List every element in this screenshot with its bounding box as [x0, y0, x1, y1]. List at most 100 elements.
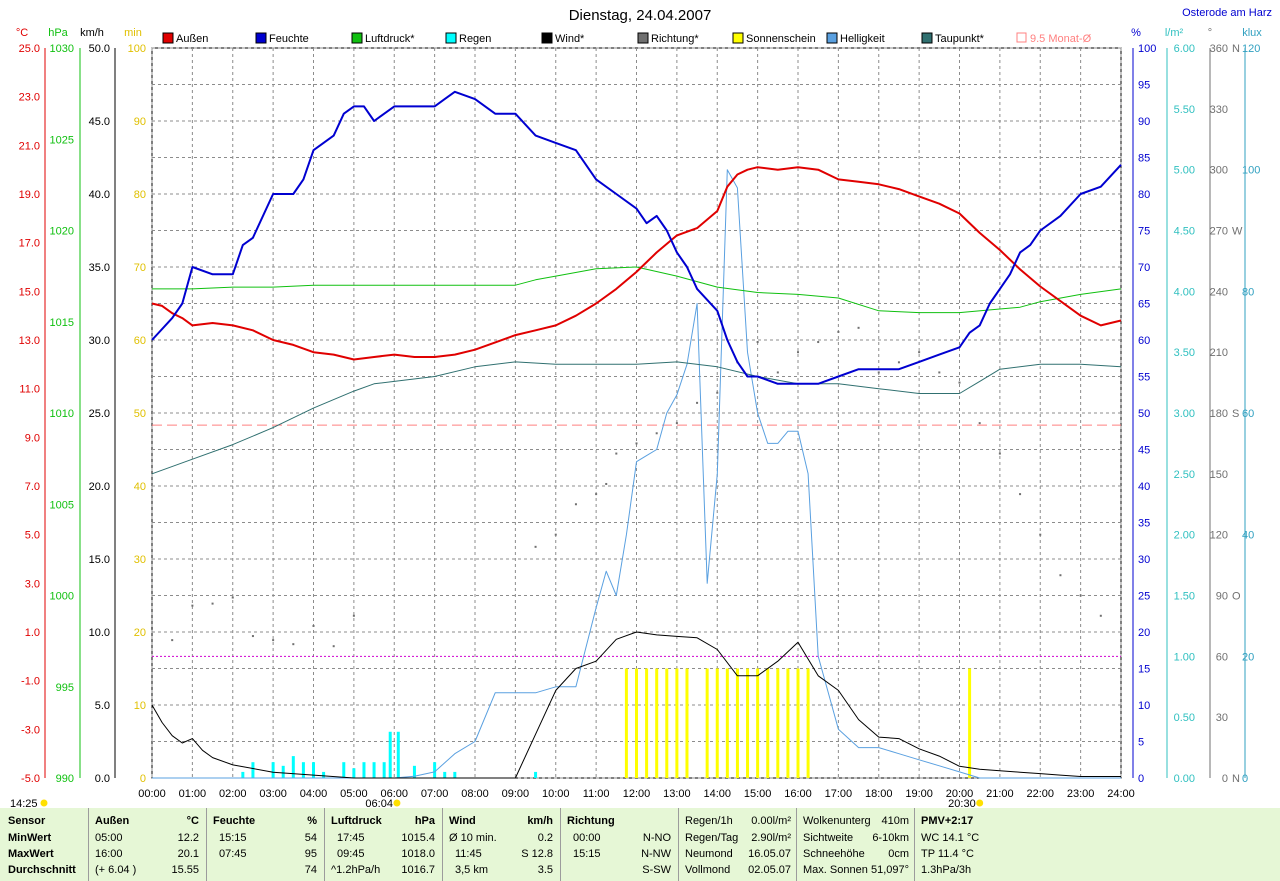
legend-item: Luftdruck*	[351, 32, 415, 45]
legend-item: Helligkeit	[826, 32, 885, 45]
footer-luftdruck-avg-value: 1016.7	[401, 864, 435, 876]
y-tick-min: 70	[134, 262, 146, 274]
y-tick-kmh: 15.0	[89, 554, 110, 566]
direction-point	[938, 371, 941, 374]
footer-wind-unit: km/h	[527, 815, 553, 827]
footer-maxsonnen-value: 51,097°	[870, 864, 909, 876]
footer-col-luftdruck: Luftdruck hPa 17:45 1015.4 09:45 1018.0 …	[324, 808, 443, 881]
y-tick-klux: 20	[1242, 651, 1254, 663]
y-tick-compass: O	[1232, 591, 1241, 603]
y-tick-pct: 70	[1138, 262, 1150, 274]
footer-schneehoehe-value: 0cm	[888, 848, 909, 860]
direction-point	[1019, 493, 1022, 496]
y-tick-hpa: 995	[56, 682, 74, 694]
y-tick-kmh: 0.0	[95, 773, 110, 785]
sunset-icon	[976, 799, 984, 807]
sunshine-bar	[655, 668, 659, 778]
y-tick-rain: 4.00	[1174, 286, 1195, 298]
footer-maxsonnen-label: Max. Sonnen	[803, 864, 868, 876]
footer-wolkenunterg-value: 410m	[881, 815, 909, 827]
y-tick-deg: 360	[1210, 43, 1228, 55]
moonrise-label: 14:25	[10, 798, 38, 808]
y-tick-rain: 3.00	[1174, 408, 1195, 420]
footer-feuchte-avg-value: 74	[304, 864, 317, 876]
legend-swatch	[541, 32, 553, 44]
footer-richtung-max-time: 15:15	[573, 848, 601, 860]
sunset-label: 20:30	[948, 798, 976, 808]
direction-point	[635, 442, 638, 445]
y-tick-pct: 100	[1138, 43, 1156, 55]
sunshine-bar	[786, 668, 790, 778]
y-tick-temp: -1.0	[21, 676, 40, 688]
x-tick-label: 06:00	[380, 788, 408, 800]
x-tick-label: 23:00	[1067, 788, 1095, 800]
footer-vollmond-label: Vollmond	[685, 864, 731, 876]
y-tick-compass: N	[1232, 773, 1240, 785]
direction-point	[211, 602, 214, 605]
sunshine-bar	[796, 668, 800, 778]
y-tick-hpa: 1015	[50, 317, 74, 329]
footer-feuchte-unit: %	[307, 815, 317, 827]
legend-swatch	[637, 32, 649, 44]
axis-header-hpa: hPa	[48, 27, 68, 39]
direction-point	[251, 635, 254, 638]
footer-wind-distance: 3,5 km	[455, 864, 489, 876]
rain-bar	[352, 768, 356, 778]
legend-label: Taupunkt*	[935, 33, 985, 45]
y-tick-temp: 19.0	[19, 189, 40, 201]
footer-pmv: PMV+2:17	[921, 815, 974, 827]
x-tick-label: 18:00	[865, 788, 893, 800]
y-tick-klux: 40	[1242, 530, 1254, 542]
x-tick-label: 11:00	[583, 788, 610, 800]
y-tick-pct: 30	[1138, 554, 1150, 566]
x-tick-label: 21:00	[986, 788, 1014, 800]
axis-header-klux: klux	[1242, 27, 1262, 39]
sunshine-bar	[685, 668, 689, 778]
x-tick-label: 20:00	[946, 788, 974, 800]
rain-bar	[281, 765, 285, 778]
x-tick-label: 09:00	[502, 788, 530, 800]
footer-schneehoehe-label: Schneehöhe	[803, 848, 865, 860]
legend-label: Außen	[176, 33, 208, 45]
direction-point	[797, 351, 799, 354]
axis-header-pct: %	[1131, 27, 1141, 39]
footer-wolkenunterg-label: Wolkenunterg	[803, 815, 871, 827]
rain-bar	[433, 762, 437, 778]
sunrise-label: 06:04	[365, 798, 393, 808]
y-tick-klux: 80	[1242, 286, 1254, 298]
y-tick-pct: 85	[1138, 153, 1150, 165]
direction-point	[1059, 574, 1062, 577]
y-tick-temp: 1.0	[25, 627, 40, 639]
rain-bar	[412, 765, 416, 778]
sunrise-icon	[393, 799, 401, 807]
y-tick-pct: 20	[1138, 627, 1150, 639]
y-tick-temp: 7.0	[25, 481, 40, 493]
legend-swatch	[255, 32, 267, 44]
sunshine-bar	[735, 668, 739, 778]
direction-point	[655, 432, 658, 435]
rain-bar	[322, 771, 326, 778]
footer-sensor-header: Sensor	[8, 815, 46, 827]
rain-bar	[271, 762, 275, 778]
y-tick-deg: 330	[1210, 104, 1228, 116]
y-tick-deg: 60	[1216, 651, 1228, 663]
y-tick-rain: 6.00	[1174, 43, 1195, 55]
legend-label: Helligkeit	[840, 33, 885, 45]
y-tick-hpa: 1010	[50, 408, 74, 420]
footer-wind-max-value: S 12.8	[521, 848, 553, 860]
direction-point	[534, 545, 537, 548]
footer-richtung-min-value: N-NO	[642, 832, 671, 844]
footer-wind-avg10-label: Ø 10 min.	[449, 832, 497, 844]
rain-bar	[382, 762, 386, 778]
axis-header-deg: °	[1208, 27, 1212, 39]
y-tick-pct: 25	[1138, 591, 1150, 603]
footer-sichtweite-label: Sichtweite	[803, 832, 854, 844]
footer-col-richtung: Richtung 00:00 N-NO 15:15 N-NW S-SW	[560, 808, 679, 881]
y-tick-kmh: 20.0	[89, 481, 110, 493]
y-tick-deg: 240	[1210, 286, 1228, 298]
y-tick-rain: 3.50	[1174, 347, 1195, 359]
direction-point	[352, 614, 355, 617]
x-tick-label: 24:00	[1107, 788, 1135, 800]
legend-item: Regen	[445, 32, 491, 45]
footer-wind-header: Wind	[449, 815, 476, 827]
